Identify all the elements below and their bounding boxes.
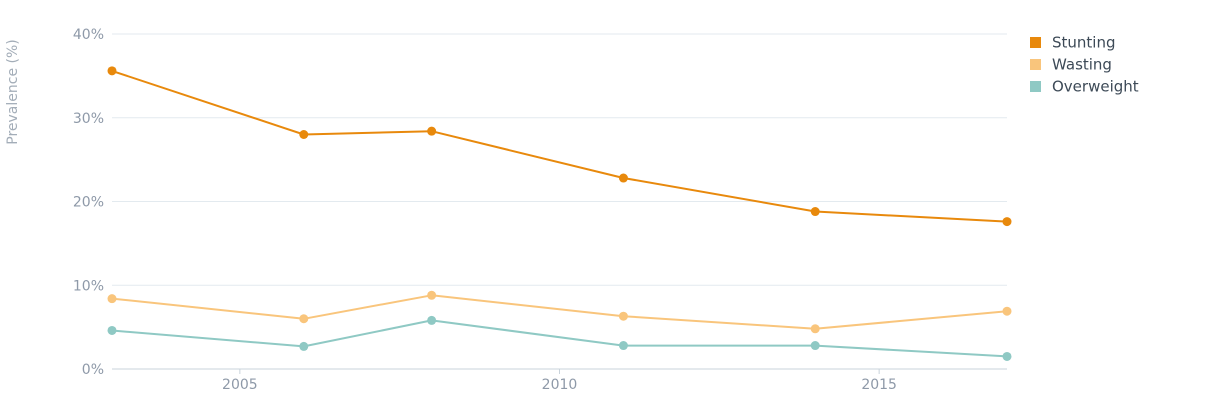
series-line [111, 319, 1008, 358]
series-line [111, 69, 1008, 223]
y-tick-label: 10% [73, 278, 104, 294]
x-tick-label: 2005 [222, 377, 258, 393]
series-overweight [107, 315, 1012, 361]
legend-swatch [1030, 37, 1041, 48]
data-point [427, 315, 437, 325]
legend-label: Stunting [1052, 34, 1116, 52]
legend: Stunting Wasting Overweight [1030, 34, 1139, 96]
y-tick-label: 20% [73, 195, 104, 211]
data-point [107, 294, 117, 304]
data-point [299, 130, 309, 139]
data-point [1002, 351, 1012, 361]
series-line [111, 294, 1008, 330]
data-point [810, 341, 820, 351]
data-point [107, 66, 117, 76]
y-tick-label: 40% [73, 27, 104, 43]
x-tick-label: 2015 [861, 377, 897, 393]
data-point [427, 290, 437, 300]
data-point [427, 126, 437, 136]
y-tick-label: 0% [82, 362, 104, 378]
series-wasting [107, 290, 1012, 334]
series-layer [107, 66, 1012, 361]
data-point [810, 324, 820, 334]
legend-label: Overweight [1052, 78, 1139, 96]
data-point [618, 341, 628, 351]
data-point [618, 311, 628, 321]
x-tick-label: 2010 [542, 377, 578, 393]
y-axis-title: Prevalence (%) [5, 39, 21, 145]
data-point [810, 207, 820, 217]
series-stunting [107, 66, 1012, 227]
data-point [1002, 306, 1012, 316]
data-point [299, 314, 309, 324]
y-axis: 0% 10% 20% 30% 40% [73, 27, 104, 378]
legend-label: Wasting [1052, 56, 1112, 74]
grid-lines [112, 33, 1007, 370]
legend-swatch [1030, 59, 1041, 70]
y-tick-label: 30% [73, 111, 104, 127]
data-point [618, 173, 628, 183]
data-point [1002, 217, 1012, 227]
data-point [299, 341, 309, 351]
legend-swatch [1030, 81, 1041, 92]
data-point [107, 325, 117, 335]
x-axis: 2005 2010 2015 [222, 369, 897, 393]
